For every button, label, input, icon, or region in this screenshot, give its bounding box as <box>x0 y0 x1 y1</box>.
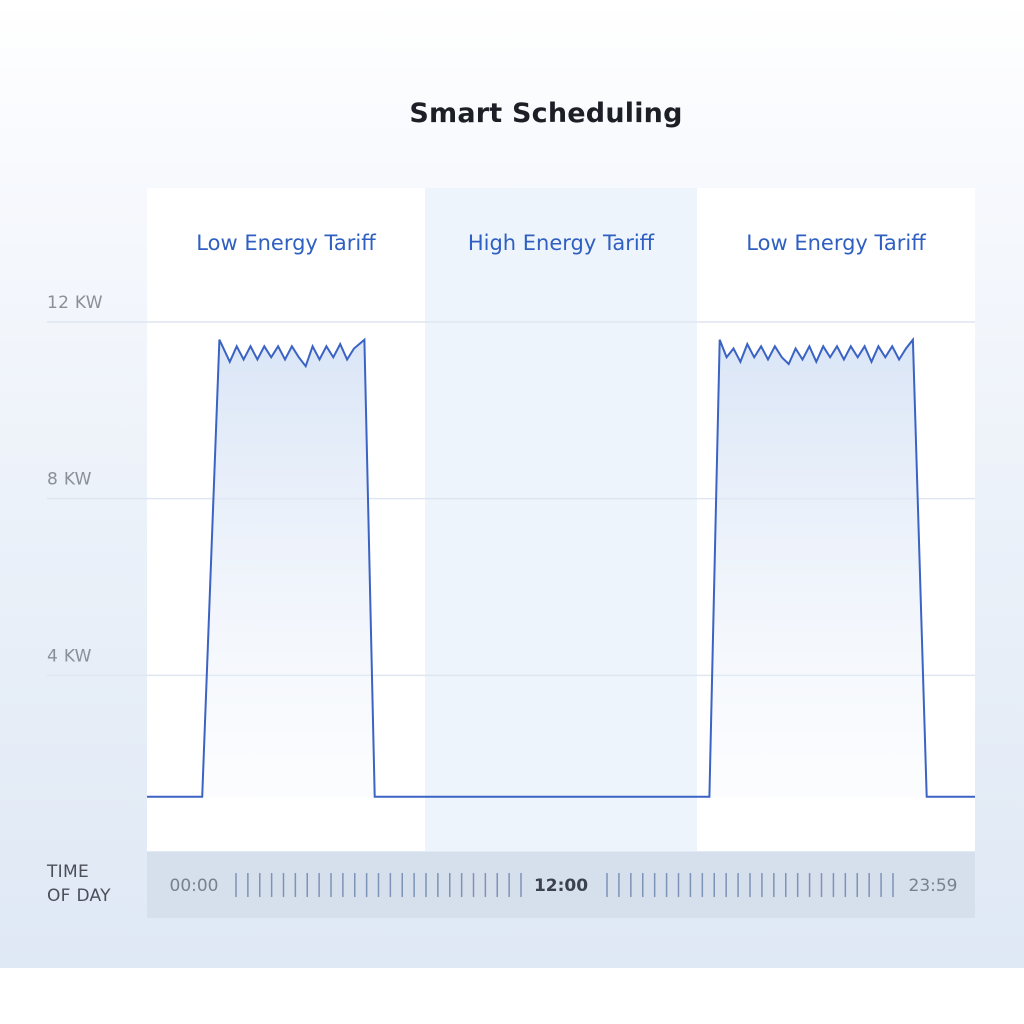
x-axis-title: TIME OF DAY <box>47 860 111 908</box>
zone-label-high: High Energy Tariff <box>468 231 655 255</box>
time-axis-strip <box>147 852 975 918</box>
series-area <box>147 339 975 797</box>
x-axis-title-line1: TIME <box>47 862 90 882</box>
chart-title: Smart Scheduling <box>409 98 683 129</box>
series-line <box>147 336 975 798</box>
x-tick-label: 00:00 <box>170 876 219 896</box>
x-axis-title-line2: OF DAY <box>47 886 111 906</box>
zone-label-low: Low Energy Tariff <box>746 231 926 255</box>
x-tick-label: 12:00 <box>534 876 588 896</box>
zone-background-high <box>425 188 697 851</box>
zone-label-low: Low Energy Tariff <box>196 231 376 255</box>
y-tick-label: 4 KW <box>47 646 92 666</box>
x-tick-label: 23:59 <box>909 876 958 896</box>
y-tick-label: 12 KW <box>47 293 103 313</box>
y-tick-label: 8 KW <box>47 470 92 490</box>
